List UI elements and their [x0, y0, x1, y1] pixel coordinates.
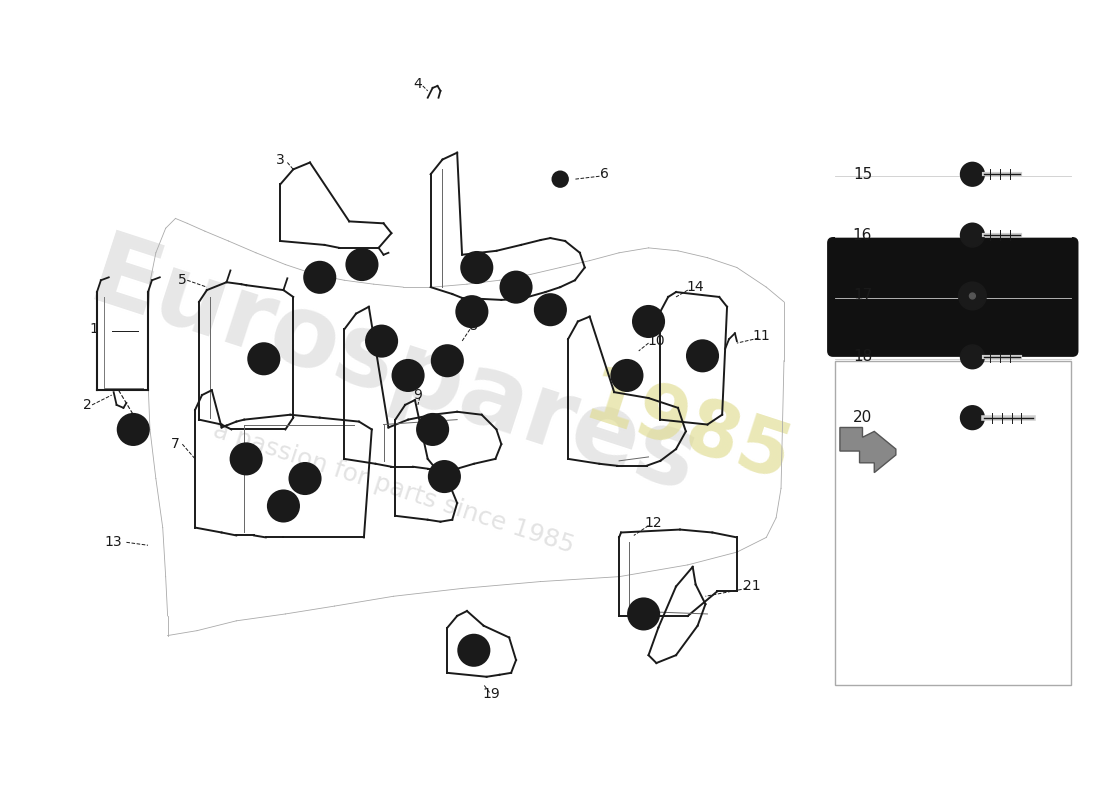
Text: 17: 17	[852, 289, 872, 303]
Text: 20: 20	[852, 410, 872, 425]
Circle shape	[118, 414, 148, 445]
Circle shape	[966, 289, 979, 303]
Text: 15: 15	[852, 166, 872, 182]
Circle shape	[959, 282, 987, 310]
Text: 15: 15	[297, 472, 313, 485]
Text: 21: 21	[742, 579, 760, 594]
Circle shape	[461, 252, 493, 283]
Circle shape	[968, 230, 977, 240]
Text: 15: 15	[464, 305, 480, 318]
Circle shape	[552, 171, 568, 187]
Text: 15: 15	[239, 452, 254, 466]
Text: 15: 15	[437, 470, 452, 483]
Text: Eurospares: Eurospares	[78, 226, 710, 514]
Text: 15: 15	[256, 352, 272, 366]
Text: 11: 11	[752, 330, 770, 343]
Circle shape	[456, 296, 487, 327]
Circle shape	[612, 360, 642, 391]
Circle shape	[632, 306, 664, 337]
Text: 15: 15	[439, 354, 455, 367]
Text: 15: 15	[542, 303, 559, 316]
Text: 8: 8	[470, 319, 478, 334]
Circle shape	[249, 343, 279, 374]
Circle shape	[346, 249, 377, 280]
Circle shape	[628, 598, 659, 630]
Circle shape	[417, 414, 449, 445]
Circle shape	[960, 223, 984, 247]
Text: 18: 18	[852, 350, 872, 364]
FancyBboxPatch shape	[828, 238, 1077, 356]
Text: 12: 12	[645, 516, 662, 530]
Circle shape	[304, 262, 336, 293]
Text: 825 03: 825 03	[905, 489, 1001, 513]
Circle shape	[431, 345, 463, 377]
Text: 2: 2	[82, 398, 91, 412]
Circle shape	[968, 352, 977, 362]
Text: 19: 19	[483, 687, 500, 702]
FancyBboxPatch shape	[835, 361, 1070, 685]
Circle shape	[686, 340, 718, 371]
Circle shape	[500, 271, 531, 303]
Circle shape	[393, 360, 424, 391]
Text: 15: 15	[619, 369, 635, 382]
Circle shape	[535, 294, 566, 326]
Text: 15: 15	[125, 423, 141, 436]
Text: 15: 15	[275, 499, 292, 513]
Text: a passion for parts since 1985: a passion for parts since 1985	[210, 418, 576, 558]
Text: 3: 3	[276, 153, 285, 166]
Text: 15: 15	[374, 334, 389, 348]
Text: 15: 15	[400, 369, 416, 382]
Text: 14: 14	[686, 280, 704, 294]
Text: 20: 20	[466, 644, 482, 657]
Polygon shape	[840, 427, 895, 473]
Text: 17: 17	[469, 261, 485, 274]
Circle shape	[230, 443, 262, 474]
Text: 13: 13	[104, 535, 122, 550]
Text: 15: 15	[311, 271, 328, 284]
Circle shape	[968, 170, 977, 179]
Text: 1985: 1985	[575, 362, 801, 498]
Text: 16: 16	[852, 228, 872, 242]
Text: 10: 10	[648, 334, 666, 348]
Text: 6: 6	[600, 167, 608, 182]
Text: 7: 7	[172, 437, 180, 451]
Text: 18: 18	[640, 315, 657, 328]
Circle shape	[289, 463, 321, 494]
Circle shape	[967, 412, 978, 423]
Text: 5: 5	[178, 274, 187, 287]
Circle shape	[969, 293, 976, 299]
Circle shape	[960, 345, 984, 369]
Text: 20: 20	[636, 607, 651, 621]
Circle shape	[458, 634, 490, 666]
Circle shape	[960, 162, 984, 186]
Circle shape	[366, 326, 397, 357]
Text: 15: 15	[694, 350, 711, 362]
Text: 4: 4	[414, 77, 422, 91]
Circle shape	[960, 406, 984, 430]
Text: 1: 1	[89, 322, 99, 336]
Text: 16: 16	[425, 423, 440, 436]
Circle shape	[429, 461, 460, 492]
Circle shape	[267, 490, 299, 522]
Text: 9: 9	[414, 388, 422, 402]
Text: 15: 15	[508, 281, 524, 294]
Text: 17: 17	[354, 258, 370, 271]
